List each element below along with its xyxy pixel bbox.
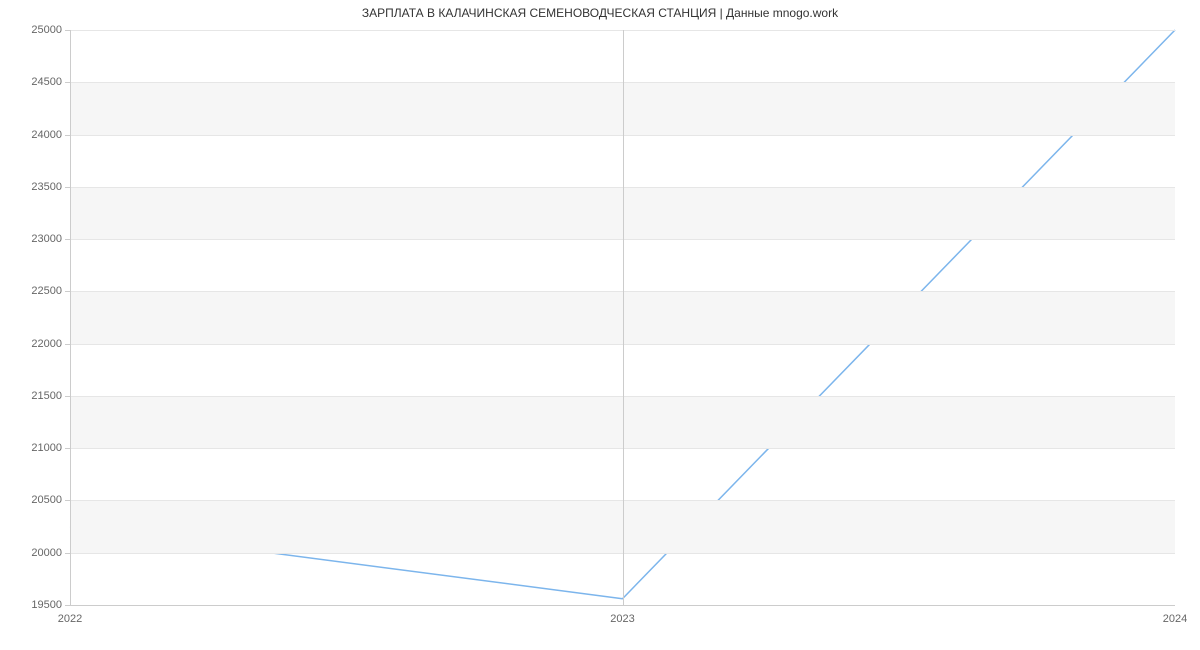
y-tick-label: 22500 (31, 285, 62, 297)
y-tick-label: 23000 (31, 233, 62, 245)
x-axis-line (70, 605, 1175, 606)
salary-line-chart: ЗАРПЛАТА В КАЛАЧИНСКАЯ СЕМЕНОВОДЧЕСКАЯ С… (0, 0, 1200, 650)
y-tick-label: 21000 (31, 442, 62, 454)
plot-area: 1950020000205002100021500220002250023000… (70, 30, 1175, 605)
y-tick-label: 21500 (31, 390, 62, 402)
y-tick-label: 22000 (31, 338, 62, 350)
y-tick-label: 25000 (31, 24, 62, 36)
y-tick-label: 20000 (31, 547, 62, 559)
x-tick-label: 2024 (1163, 613, 1187, 625)
y-tick-label: 20500 (31, 494, 62, 506)
x-tick-label: 2023 (610, 613, 634, 625)
y-tick-label: 23500 (31, 181, 62, 193)
x-gridline (623, 30, 624, 605)
x-tick-label: 2022 (58, 613, 82, 625)
y-axis-line (70, 30, 71, 605)
y-tick-label: 24000 (31, 129, 62, 141)
chart-title: ЗАРПЛАТА В КАЛАЧИНСКАЯ СЕМЕНОВОДЧЕСКАЯ С… (0, 6, 1200, 20)
y-tick-label: 24500 (31, 76, 62, 88)
y-tick-label: 19500 (31, 599, 62, 611)
